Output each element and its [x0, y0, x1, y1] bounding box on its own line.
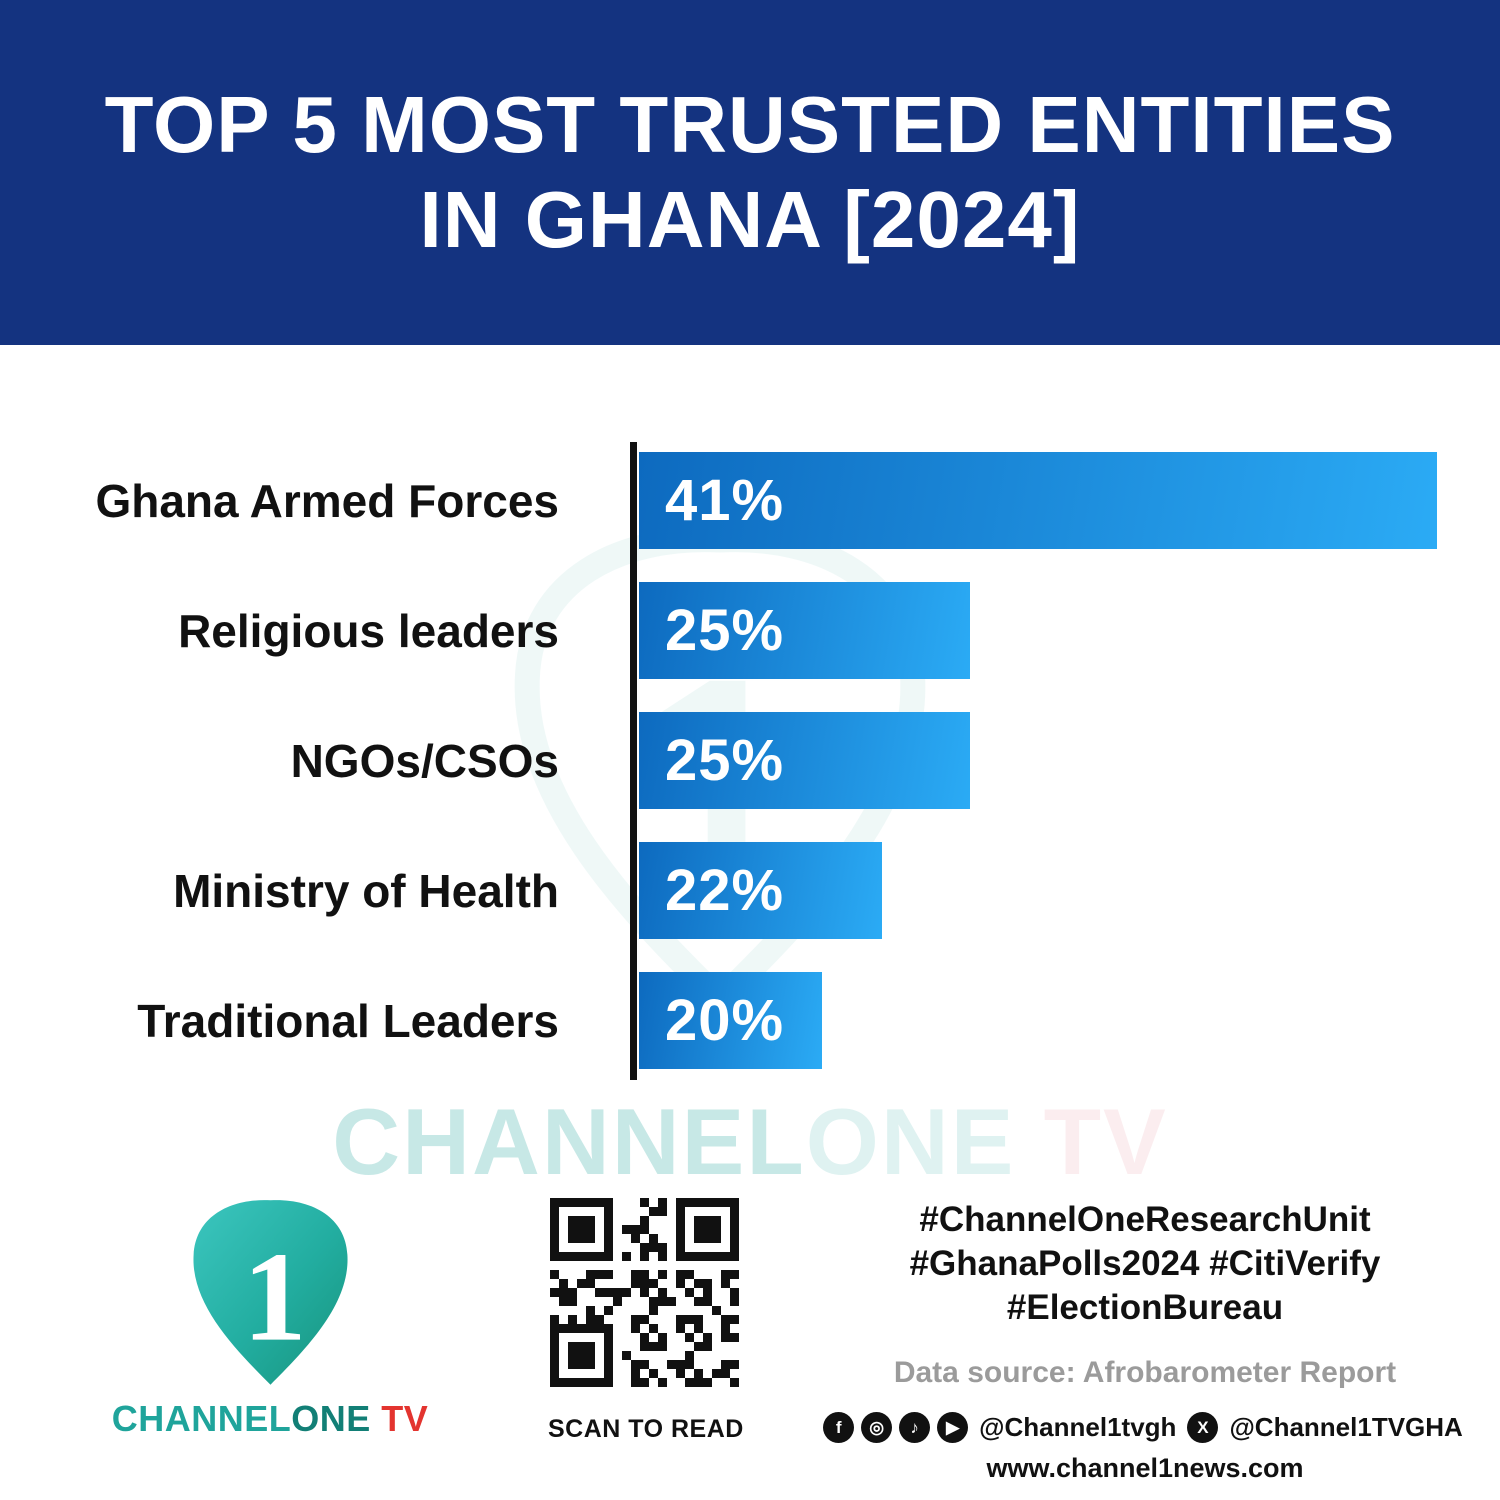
tiktok-icon: ♪ — [899, 1412, 931, 1443]
watermark-part1: CHANNEL — [332, 1089, 806, 1194]
bar-value-label: 25% — [665, 728, 785, 793]
instagram-icon: ◎ — [861, 1412, 893, 1443]
banner: TOP 5 MOST TRUSTED ENTITIES IN GHANA [20… — [0, 0, 1500, 345]
chart-row: Religious leaders 25% — [0, 582, 1500, 679]
bar-value-label: 20% — [665, 988, 785, 1053]
hashtag-line-1: #ChannelOneResearchUnit — [919, 1200, 1371, 1239]
facebook-icon: f — [823, 1412, 855, 1443]
bar-value-label: 22% — [665, 858, 785, 923]
chart-row: NGOs/CSOs 25% — [0, 712, 1500, 809]
data-source-label: Data source: Afrobarometer Report — [893, 1356, 1397, 1389]
page-title-line2: IN GHANA [2024] — [419, 174, 1081, 264]
bar-value-label: 41% — [665, 468, 785, 533]
hashtag-line-2: #GhanaPolls2024 #CitiVerify — [909, 1244, 1381, 1283]
social-handle-1: @Channel1tvgh — [979, 1412, 1177, 1442]
bar: 20% — [639, 972, 822, 1069]
brand-wordmark: CHANNELONE TV — [70, 1398, 470, 1440]
bar: 22% — [639, 842, 882, 939]
category-label: Religious leaders — [178, 604, 559, 657]
chart-axis — [630, 442, 637, 1080]
channel-one-watermark: CHANNELONE TV — [0, 1088, 1500, 1196]
chart-row: Ministry of Health 22% — [0, 842, 1500, 939]
footer-right-block: #ChannelOneResearchUnit #GhanaPolls2024 … — [823, 1198, 1463, 1484]
category-label: Ghana Armed Forces — [95, 474, 559, 527]
bar: 25% — [639, 582, 970, 679]
qr-label: SCAN TO READ — [548, 1415, 744, 1443]
watermark-part2: ONE — [805, 1089, 1016, 1194]
youtube-icon: ▶ — [937, 1412, 969, 1443]
x-icon: X — [1187, 1412, 1219, 1443]
watermark-part3: TV — [1015, 1089, 1168, 1194]
social-handle-2: @Channel1TVGHA — [1229, 1412, 1463, 1442]
logo-digit: 1 — [243, 1226, 307, 1368]
bar: 41% — [639, 452, 1437, 549]
chart-row: Traditional Leaders 20% — [0, 972, 1500, 1069]
chart-rows: Ghana Armed Forces 41% Religious leaders 25… — [0, 452, 1500, 1069]
hashtag-line-3: #ElectionBureau — [1006, 1288, 1284, 1327]
category-label: Traditional Leaders — [137, 994, 559, 1047]
brand-tv: TV — [370, 1398, 429, 1439]
brand-channel: CHANNEL — [111, 1398, 292, 1439]
channel-one-logo: 1 — [193, 1200, 348, 1385]
bar: 25% — [639, 712, 970, 809]
category-label: NGOs/CSOs — [290, 734, 559, 787]
qr-code — [550, 1198, 739, 1387]
bar-chart: Ghana Armed Forces 41% Religious leaders 25… — [0, 442, 1500, 1080]
page-title-line1: TOP 5 MOST TRUSTED ENTITIES — [104, 80, 1396, 170]
bar-value-label: 25% — [665, 598, 785, 663]
brand-one: ONE — [291, 1398, 371, 1439]
social-row: f ◎ ♪ ▶ @Channel1tvgh X @Channel1TVGHA — [823, 1412, 1463, 1443]
chart-row: Ghana Armed Forces 41% — [0, 452, 1500, 549]
website-url: www.channel1news.com — [986, 1453, 1304, 1483]
category-label: Ministry of Health — [173, 864, 559, 917]
